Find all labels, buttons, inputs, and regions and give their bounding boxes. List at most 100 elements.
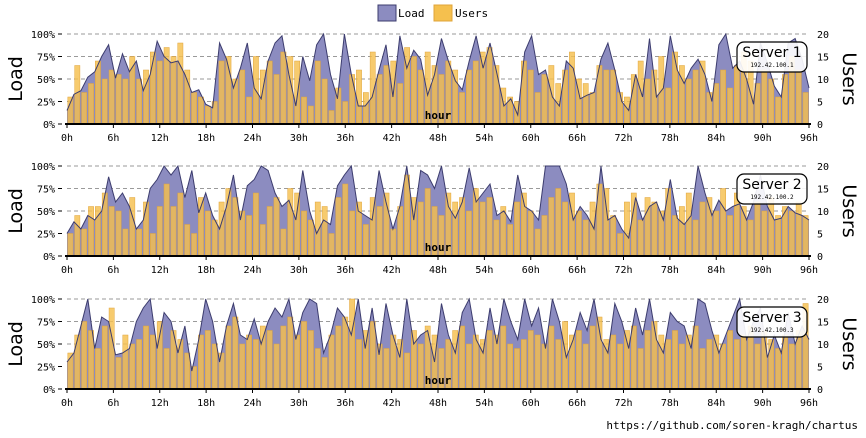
server-name: Server 3 xyxy=(742,310,801,326)
users-bar xyxy=(356,339,362,390)
users-bar xyxy=(88,330,94,390)
users-bar xyxy=(301,96,307,125)
server-ip: 192.42.100.1 xyxy=(750,62,794,69)
legend-users-label: Users xyxy=(455,7,488,20)
y-right-tick-label: 20 xyxy=(817,30,829,41)
y-left-tick-label: 100% xyxy=(31,295,55,306)
users-bar xyxy=(782,206,788,257)
footer-link[interactable]: https://github.com/soren-kragh/chartus xyxy=(606,419,858,432)
users-bar xyxy=(308,330,314,390)
users-bar xyxy=(500,206,507,257)
x-tick-label: 96h xyxy=(800,398,818,409)
users-bar xyxy=(397,339,404,390)
users-bar xyxy=(761,210,768,257)
users-bar xyxy=(280,228,287,257)
users-bar xyxy=(603,69,610,125)
x-tick-label: 84h xyxy=(707,265,725,276)
users-bar xyxy=(651,321,658,390)
y-right-tick-label: 15 xyxy=(817,318,829,329)
users-bar xyxy=(74,334,81,390)
users-bar xyxy=(204,210,211,257)
x-tick-label: 24h xyxy=(243,398,261,409)
users-bar xyxy=(658,210,665,257)
y-left-tick-label: 50% xyxy=(37,207,55,218)
users-bar xyxy=(541,215,548,257)
users-bar xyxy=(321,357,328,390)
x-tick-label: 0h xyxy=(61,398,73,409)
x-tick-label: 0h xyxy=(61,265,73,276)
users-bar xyxy=(246,334,252,390)
users-bar xyxy=(740,334,747,390)
users-bar xyxy=(466,343,472,390)
users-bar xyxy=(321,206,328,257)
users-bar xyxy=(204,330,211,390)
users-bar xyxy=(795,69,802,125)
users-bar xyxy=(67,352,74,390)
users-bar xyxy=(301,321,307,390)
x-tick-label: 30h xyxy=(290,133,308,144)
users-bar xyxy=(335,197,342,257)
users-bar xyxy=(88,83,94,125)
x-tick-label: 90h xyxy=(754,398,772,409)
load-area xyxy=(67,299,809,389)
load-line xyxy=(66,32,810,117)
x-tick-label: 54h xyxy=(475,133,493,144)
users-bar xyxy=(136,228,142,257)
users-bar xyxy=(713,210,720,257)
x-tick-label: 66h xyxy=(568,398,586,409)
y-left-tick-label: 25% xyxy=(37,363,55,374)
y-right-tick-label: 20 xyxy=(817,162,829,173)
y-right-tick-label: 15 xyxy=(817,185,829,196)
users-bar xyxy=(136,78,142,125)
users-bar xyxy=(452,201,459,257)
users-bar xyxy=(349,298,355,390)
x-tick-label: 24h xyxy=(243,265,261,276)
users-bar xyxy=(273,74,280,125)
users-bar xyxy=(150,233,156,257)
x-axis-title: hour xyxy=(425,241,452,254)
x-tick-label: 84h xyxy=(707,133,725,144)
x-tick-label: 72h xyxy=(614,133,632,144)
users-bar xyxy=(363,92,369,125)
users-bar xyxy=(679,65,685,125)
y-left-tick-label: 0% xyxy=(43,385,55,396)
x-tick-label: 18h xyxy=(197,398,215,409)
users-bar xyxy=(273,343,280,390)
users-bar xyxy=(211,219,218,257)
users-bar xyxy=(541,74,548,125)
users-bar xyxy=(630,325,637,390)
users-bar xyxy=(95,348,101,390)
users-bar xyxy=(363,224,369,257)
users-bar xyxy=(603,188,610,257)
users-bar xyxy=(191,233,197,257)
x-tick-label: 96h xyxy=(800,133,818,144)
users-bar xyxy=(521,60,527,125)
users-bar xyxy=(232,316,239,390)
users-bar xyxy=(562,201,568,257)
y-left-tick-label: 75% xyxy=(37,318,55,329)
users-bar xyxy=(727,87,733,125)
users-bar xyxy=(493,65,500,125)
users-bar xyxy=(486,197,493,257)
y-right-tick-label: 20 xyxy=(817,295,829,306)
users-bar xyxy=(589,92,596,125)
server-label-box xyxy=(736,173,808,205)
users-bar xyxy=(404,352,410,390)
users-bar xyxy=(342,183,349,257)
x-tick-label: 48h xyxy=(429,133,447,144)
users-bar xyxy=(287,316,294,390)
legend-load-label: Load xyxy=(398,7,425,20)
x-tick-label: 60h xyxy=(522,398,540,409)
users-bar xyxy=(472,60,479,125)
users-bar xyxy=(720,343,726,390)
x-tick-label: 78h xyxy=(661,265,679,276)
users-bar xyxy=(692,219,699,257)
users-bar xyxy=(486,47,493,125)
x-tick-label: 12h xyxy=(151,265,169,276)
users-bar xyxy=(122,334,129,390)
users-bar xyxy=(527,330,534,390)
server-label-box xyxy=(736,306,808,338)
users-bar xyxy=(335,325,342,390)
users-bar xyxy=(376,206,383,257)
x-tick-label: 90h xyxy=(754,133,772,144)
